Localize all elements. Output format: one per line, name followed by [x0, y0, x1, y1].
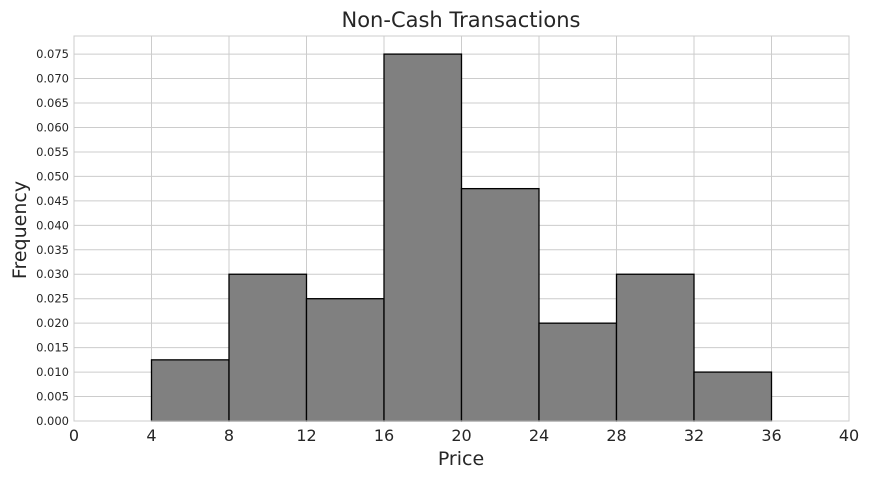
x-tick-label: 4 — [146, 426, 156, 445]
y-tick-label: 0.000 — [36, 414, 69, 428]
x-tick-label: 28 — [606, 426, 626, 445]
y-axis-title: Frequency — [9, 181, 31, 279]
histogram-bar — [538, 322, 618, 422]
x-tick-label: 36 — [761, 426, 781, 445]
y-tick-label: 0.060 — [36, 120, 69, 134]
y-tick-label: 0.025 — [36, 292, 69, 306]
y-tick-label: 0.035 — [36, 243, 69, 257]
histogram-bars — [150, 53, 773, 422]
y-tick-label: 0.050 — [36, 169, 69, 183]
histogram-bar — [460, 187, 540, 422]
chart-title: Non-Cash Transactions — [342, 8, 581, 32]
y-tick-label: 0.005 — [36, 390, 69, 404]
x-tick-label: 32 — [684, 426, 704, 445]
x-axis-title: Price — [438, 448, 484, 470]
y-tick-label: 0.015 — [36, 341, 69, 355]
y-tick-label: 0.065 — [36, 96, 69, 110]
x-tick-label: 20 — [451, 426, 471, 445]
x-tick-label: 0 — [69, 426, 79, 445]
y-tick-label: 0.070 — [36, 72, 69, 86]
plot-frame — [73, 35, 850, 422]
y-tick-label: 0.020 — [36, 316, 69, 330]
x-tick-label: 40 — [839, 426, 859, 445]
x-axis-ticks: 0 4 8 12 16 20 24 28 32 36 40 — [69, 426, 859, 445]
x-tick-label: 12 — [296, 426, 316, 445]
histogram-bar — [615, 273, 695, 422]
y-tick-label: 0.040 — [36, 218, 69, 232]
histogram-bar — [383, 53, 463, 422]
y-tick-label: 0.045 — [36, 194, 69, 208]
histogram-bar — [693, 371, 773, 422]
y-tick-label: 0.030 — [36, 267, 69, 281]
histogram-bar — [228, 273, 308, 422]
histogram-bar — [305, 298, 385, 422]
x-tick-label: 24 — [529, 426, 549, 445]
y-tick-label: 0.055 — [36, 145, 69, 159]
x-tick-label: 16 — [374, 426, 394, 445]
x-tick-label: 8 — [224, 426, 234, 445]
y-tick-label: 0.010 — [36, 365, 69, 379]
y-tick-label: 0.075 — [36, 47, 69, 61]
histogram-bar — [150, 359, 230, 422]
y-axis-ticks: 0.000 0.005 0.010 0.015 0.020 0.025 0.030 0.035… — [36, 47, 69, 428]
